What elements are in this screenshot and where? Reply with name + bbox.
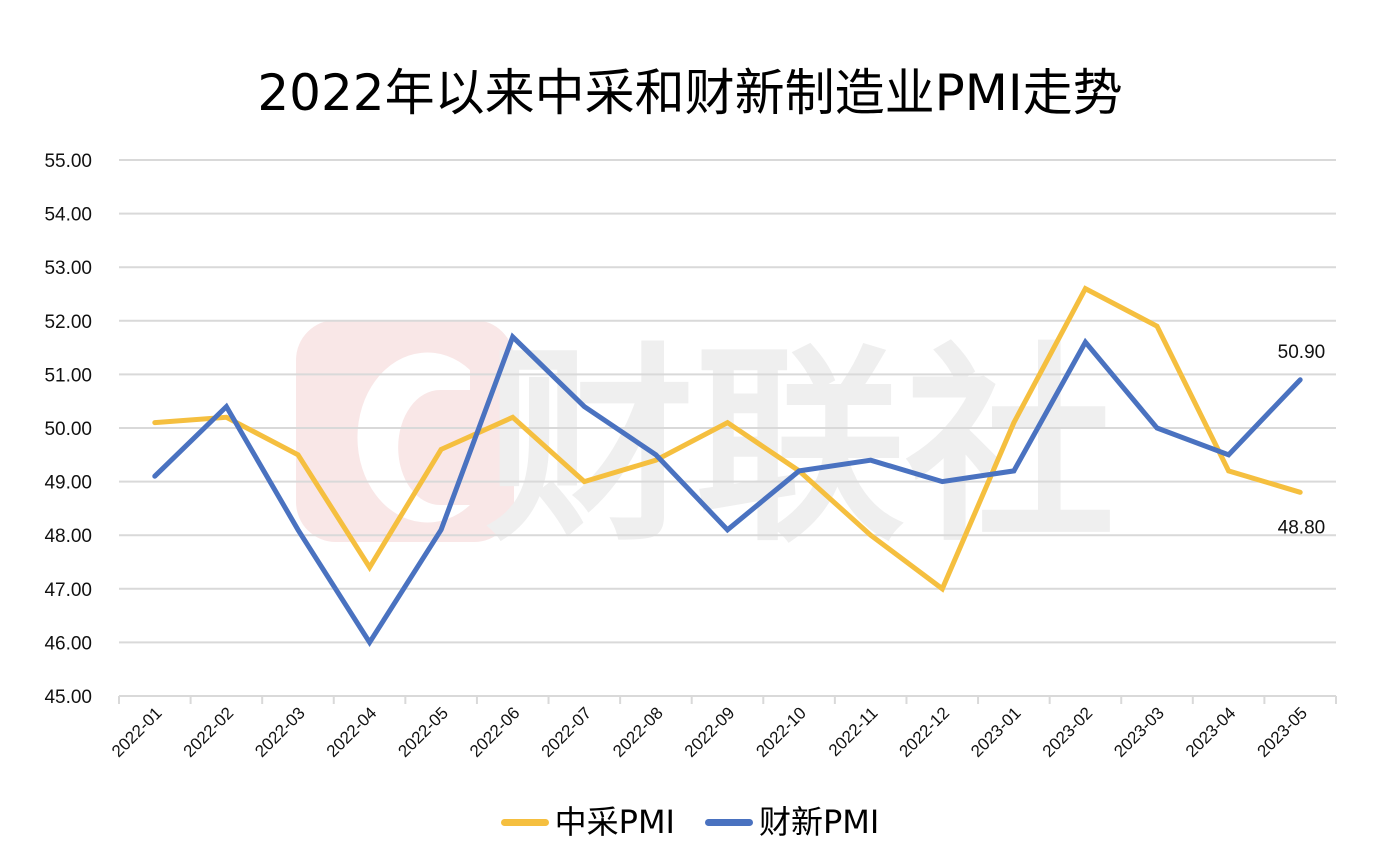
legend: 中采PMI 财新PMI <box>0 800 1380 844</box>
legend-item-zhongcai-pmi[interactable]: 中采PMI <box>500 800 675 844</box>
svg-text:2022-05: 2022-05 <box>394 703 452 761</box>
svg-text:47.00: 47.00 <box>44 580 92 601</box>
svg-text:2022-06: 2022-06 <box>466 703 524 761</box>
svg-text:2023-02: 2023-02 <box>1039 703 1097 761</box>
svg-text:54.00: 54.00 <box>44 205 92 226</box>
legend-label: 中采PMI <box>554 803 675 841</box>
svg-text:2022-12: 2022-12 <box>896 703 954 761</box>
chart-title: 2022年以来中采和财新制造业PMI走势 <box>257 64 1123 122</box>
legend-label: 财新PMI <box>759 803 880 841</box>
svg-text:2023-03: 2023-03 <box>1110 703 1168 761</box>
x-axis: 2022-01 2022-02 2022-03 2022-04 2022-05 2022-… <box>108 696 1337 761</box>
svg-text:2023-01: 2023-01 <box>967 703 1025 761</box>
svg-text:48.80: 48.80 <box>1278 517 1326 538</box>
svg-text:2022-11: 2022-11 <box>825 703 882 760</box>
svg-text:46.00: 46.00 <box>44 633 92 654</box>
watermark-logo: 财联社 <box>296 320 1115 570</box>
gridlines <box>119 159 1336 697</box>
svg-text:2022-10: 2022-10 <box>752 703 810 761</box>
svg-text:52.00: 52.00 <box>44 312 92 333</box>
series-lines <box>152 285 1303 648</box>
svg-text:2022-02: 2022-02 <box>180 703 238 761</box>
svg-text:2023-05: 2023-05 <box>1253 703 1311 761</box>
svg-text:51.00: 51.00 <box>44 365 92 386</box>
svg-text:2022-04: 2022-04 <box>323 703 381 761</box>
svg-text:2022-07: 2022-07 <box>538 703 596 761</box>
svg-text:45.00: 45.00 <box>44 687 92 708</box>
svg-text:财联社: 财联社 <box>485 325 1115 570</box>
legend-swatch-caixin-icon <box>705 818 753 826</box>
y-axis: 55.00 54.00 53.00 52.00 51.00 50.00 49.00 48.00… <box>44 151 92 708</box>
svg-text:53.00: 53.00 <box>44 258 92 279</box>
svg-text:2022-08: 2022-08 <box>609 703 667 761</box>
svg-text:2022-03: 2022-03 <box>251 703 309 761</box>
legend-item-caixin-pmi[interactable]: 财新PMI <box>705 800 879 844</box>
data-labels: 50.90 48.80 <box>1278 342 1326 539</box>
svg-text:50.90: 50.90 <box>1278 342 1326 363</box>
svg-text:2023-04: 2023-04 <box>1182 703 1240 761</box>
svg-text:2022-01: 2022-01 <box>108 703 166 761</box>
svg-text:49.00: 49.00 <box>44 473 92 494</box>
svg-text:55.00: 55.00 <box>44 151 92 172</box>
svg-text:2022-09: 2022-09 <box>681 703 739 761</box>
svg-text:48.00: 48.00 <box>44 526 92 547</box>
legend-swatch-zhongcai-icon <box>500 818 549 826</box>
svg-text:50.00: 50.00 <box>44 419 92 440</box>
